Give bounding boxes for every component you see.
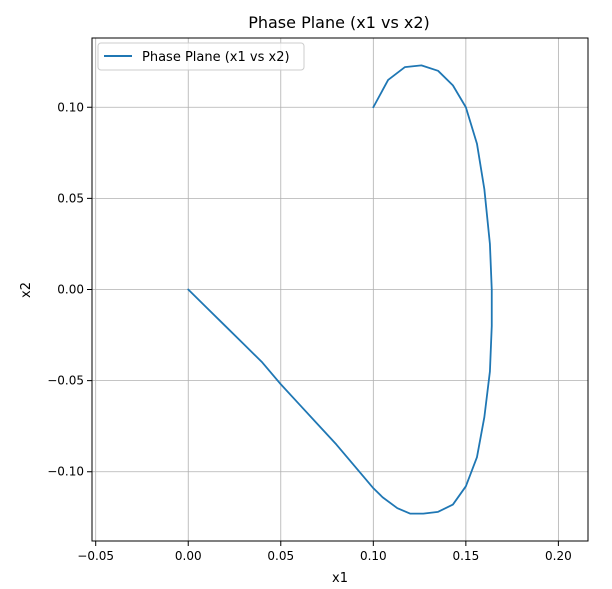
- chart-title: Phase Plane (x1 vs x2): [248, 13, 430, 32]
- y-axis-label: x2: [19, 282, 34, 298]
- series-line: [187, 64, 493, 515]
- x-tick-label: 0.05: [267, 549, 294, 563]
- plot-area: [187, 64, 493, 515]
- x-tick-label: 0.00: [175, 549, 202, 563]
- axes-frame: [91, 37, 589, 542]
- x-axis-label: x1: [332, 571, 348, 586]
- y-tick-label: 0.05: [57, 191, 84, 205]
- y-axis-ticks: −0.10 −0.05 0.00 0.05 0.10: [47, 100, 92, 479]
- x-axis-ticks: −0.05 0.00 0.05 0.10 0.15 0.20: [77, 541, 572, 563]
- y-tick-label: 0.10: [57, 100, 84, 114]
- y-tick-label: 0.00: [57, 283, 84, 297]
- legend-box: [97, 42, 305, 71]
- x-tick-label: −0.05: [77, 549, 114, 563]
- legend-label: Phase Plane (x1 vs x2): [142, 50, 290, 65]
- x-tick-label: 0.10: [360, 549, 387, 563]
- y-tick-label: −0.05: [47, 374, 84, 388]
- x-tick-label: 0.15: [452, 549, 479, 563]
- y-tick-label: −0.10: [47, 465, 84, 479]
- x-tick-label: 0.20: [545, 549, 572, 563]
- legend: Phase Plane (x1 vs x2): [97, 42, 305, 71]
